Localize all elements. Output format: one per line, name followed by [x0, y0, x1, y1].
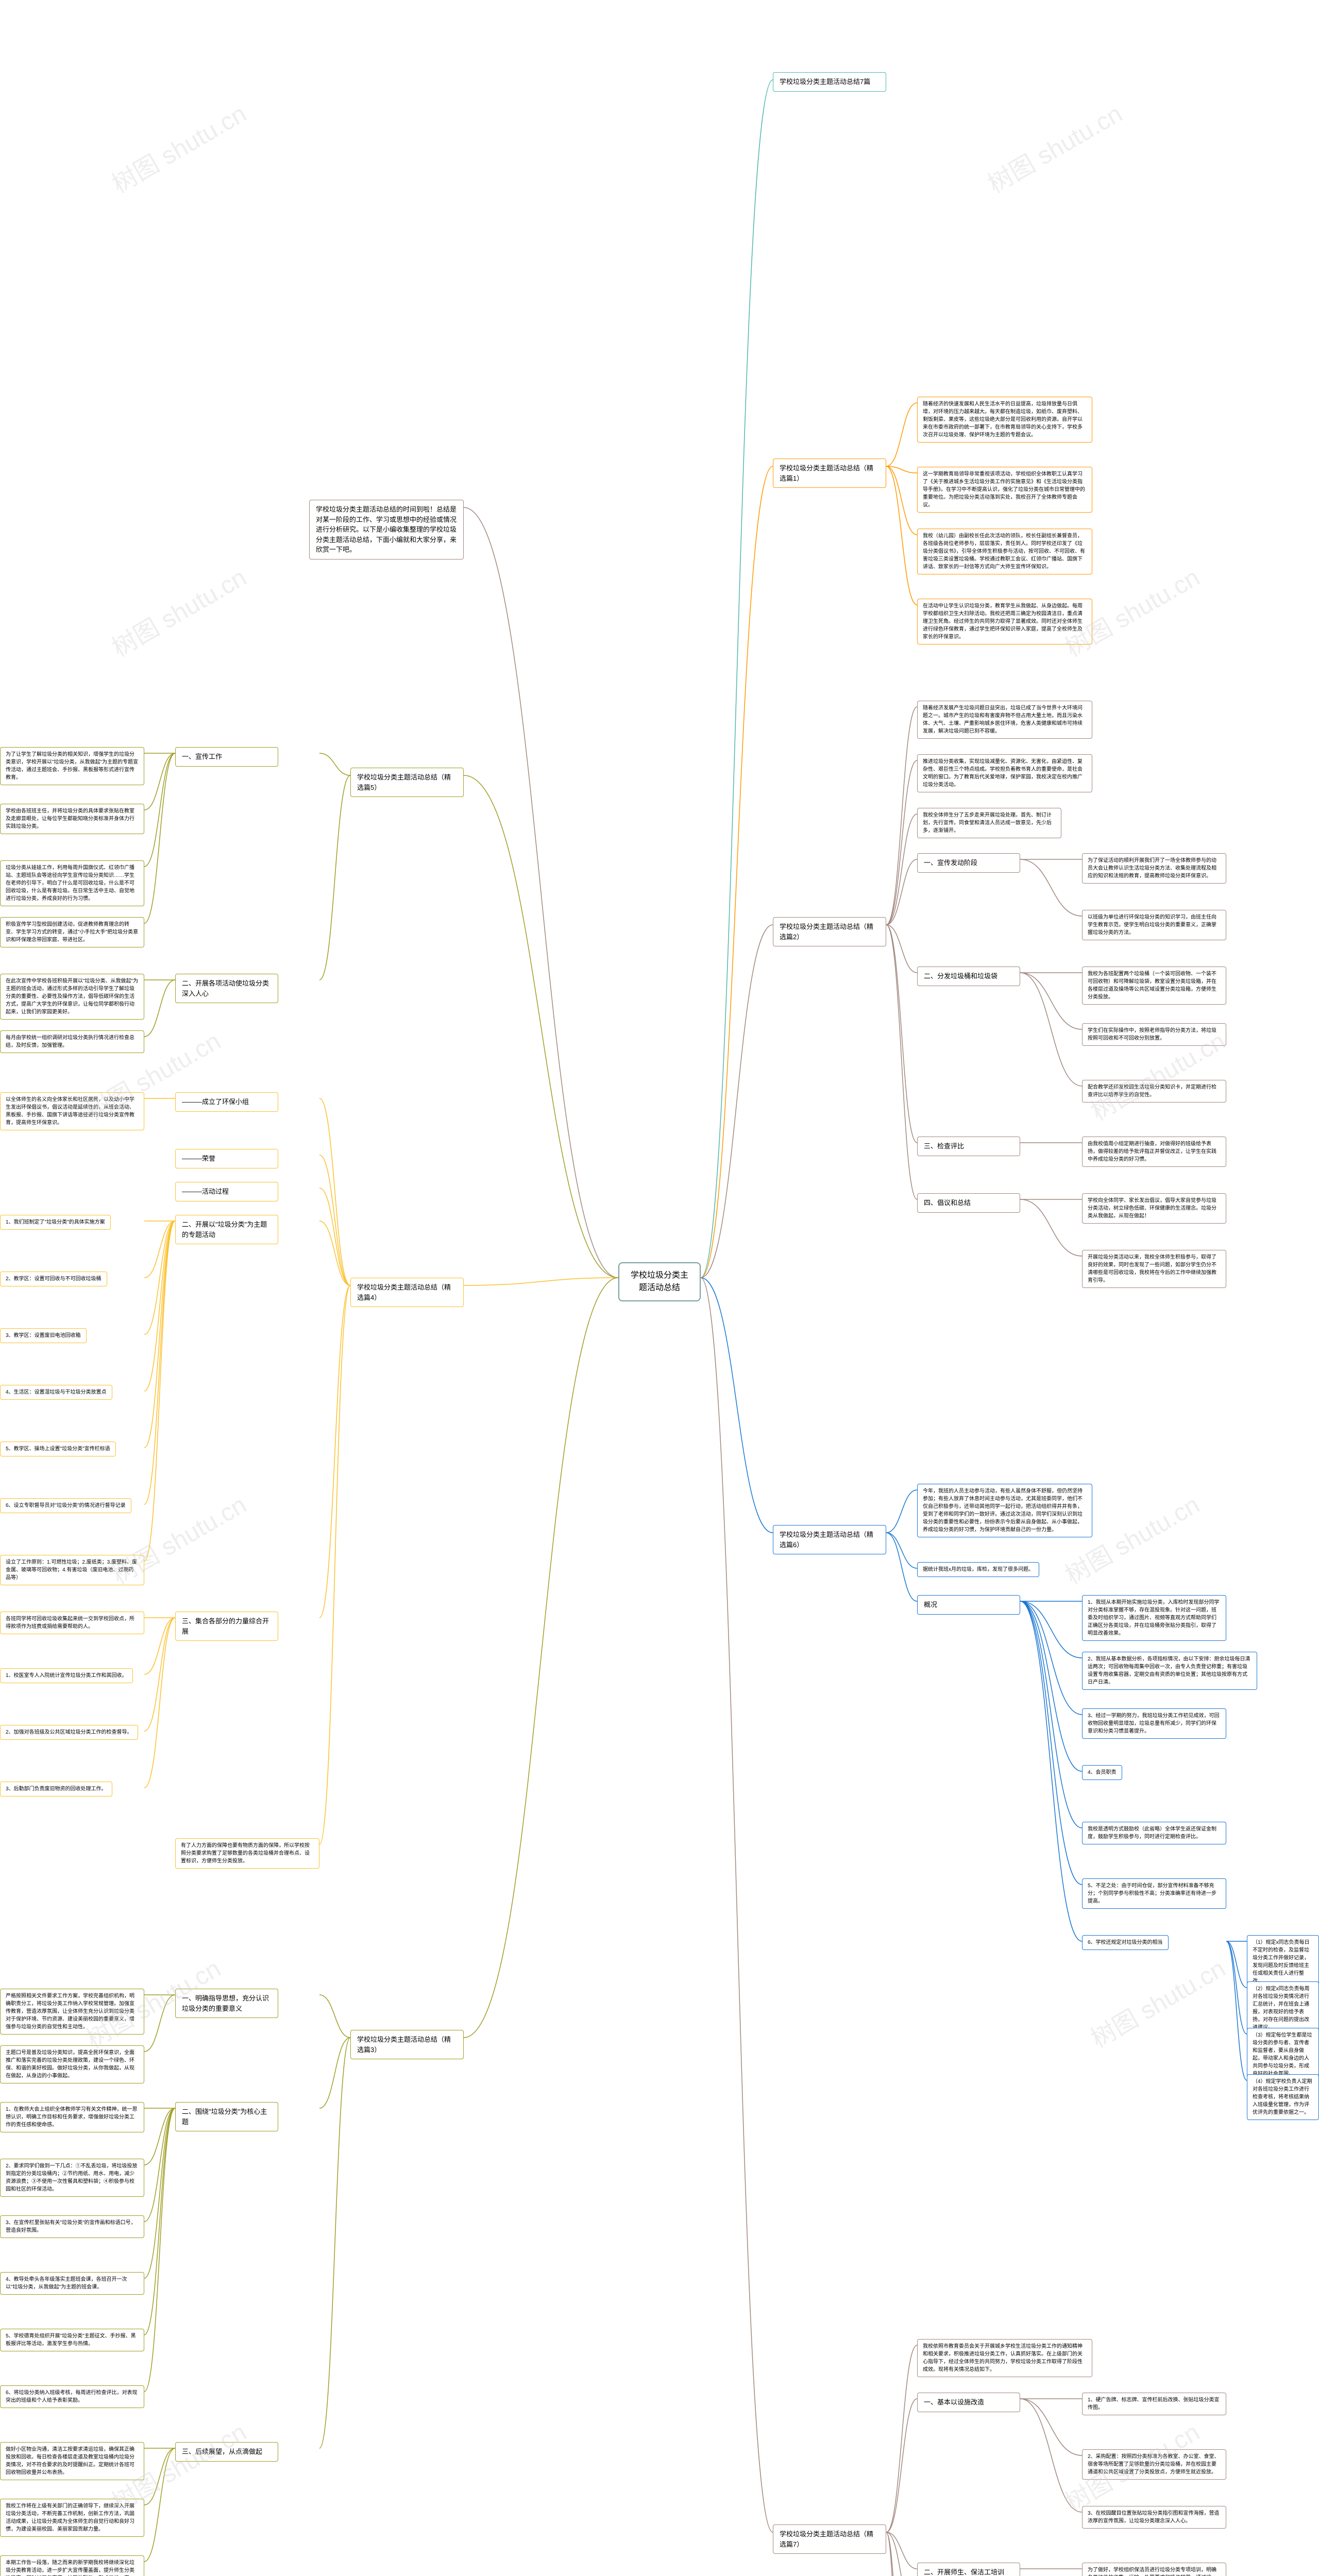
- leaf-node: 1、在教师大会上组织全体教师学习有关文件精神，统一思想认识，明确工作目标和任务要…: [0, 2102, 144, 2132]
- branch-node: 三、后续展望，从点滴做起: [175, 2442, 278, 2462]
- leaf-node: 4、生活区：设置湿垃圾与干垃圾分类放置点: [0, 1385, 112, 1400]
- leaf-node: 我校（幼儿园）由副校长任此次活动的领队，校长任副组长兼督查员，各班级各岗位老师参…: [917, 529, 1092, 574]
- leaf-node: 为了让学生了解垃圾分类的相关知识，增强学生的垃圾分类意识，学校开展以"垃圾分类，…: [0, 747, 144, 785]
- leaf-node: 每月由学校统一组织调研对垃圾分类执行情况进行检查总结，及时反馈，加强管理。: [0, 1030, 144, 1053]
- branch-node: 学校垃圾分类主题活动总结（精选篇6）: [773, 1525, 886, 1554]
- branch-node: 三、检查评比: [917, 1137, 1020, 1156]
- branch-node: 学校垃圾分类主题活动总结（精选篇1）: [773, 459, 886, 488]
- leaf-node: 6、学校还规定对垃圾分类的相当: [1082, 1935, 1169, 1950]
- leaf-node: 积极宣传学习型校园创建活动，促进教师教育理念的转变、学生学习方式的转变，通过"小…: [0, 917, 144, 947]
- leaf-node: 以班级为单位进行环保垃圾分类的知识学习，由班主任向学生教育示范，使学生明白垃圾分…: [1082, 910, 1226, 940]
- leaf-node: 2、加强对各班级及公共区域垃圾分类工作的检查督导。: [0, 1725, 138, 1740]
- branch-node: 二、围绕"垃圾分类"为核心主题: [175, 2102, 278, 2131]
- leaf-node: 1、校医室专人入院统计宣传垃圾分类工作和其回收。: [0, 1668, 133, 1683]
- leaf-node: 2、我班从基本数据分析，各项指标情况，由以下安排：厨余垃圾每日清运两次；可回收物…: [1082, 1652, 1257, 1690]
- leaf-node: 各班同学将可回收垃圾收集起来统一交到学校回收点，所得款项作为班费或捐给需要帮助的…: [0, 1612, 144, 1634]
- branch-node: 二、开展师生、保洁工培训: [917, 2563, 1020, 2576]
- leaf-node: 据统计我班x月的垃圾，库检，发现了很多问题。: [917, 1562, 1039, 1577]
- leaf-node: 以全体师生的名义向全体家长和社区居民，以及幼小中学生发出环保倡议书，倡议活动是延…: [0, 1092, 144, 1130]
- branch-node: ———荣誉: [175, 1149, 278, 1168]
- leaf-node: 开展垃圾分类活动以来，我校全体师生积极参与，取得了良好的效果，同时也发现了一些问…: [1082, 1250, 1226, 1288]
- leaf-node: 1、我班从本期开始实施垃圾分类，入库检时发现部分同学对分类标准掌握不够，存在混投…: [1082, 1595, 1226, 1641]
- branch-node: 四、倡议和总结: [917, 1193, 1020, 1213]
- branch-node: 学校垃圾分类主题活动总结7篇: [773, 72, 886, 92]
- branch-node: 一、基本以设施改造: [917, 2393, 1020, 2412]
- leaf-node: 推进垃圾分类收集，实现垃圾减量化、资源化、无害化，由紧迫性、复杂性、艰巨性三个特…: [917, 754, 1092, 792]
- leaf-node: 随着经济发展产生垃圾问题日益突出，垃圾已成了当今世界十大环境问题之一。城市产生的…: [917, 701, 1092, 739]
- leaf-node: 我校为各班配置两个垃圾桶（一个装可回收物、一个装不可回收物）和可降解垃圾袋，教室…: [1082, 967, 1226, 1005]
- leaf-node: 为了保证活动的顺利开展我们开了一场全体教师参与的动员大会让教师认识生活垃圾分类方…: [1082, 853, 1226, 884]
- leaf-node: 随着经济的快速发展和人民生活水平的日益提高，垃圾排放量与日俱增，对环境的压力越来…: [917, 397, 1092, 443]
- leaf-node: 我校工作将在上级有关部门的正确领导下，继续深入开展垃圾分类活动，不断完善工作机制…: [0, 2499, 144, 2537]
- branch-node: ———成立了环保小组: [175, 1092, 278, 1112]
- leaf-node: 配合教学还印发校园生活垃圾分类知识卡，并定期进行检查评比以培养学生的自觉性。: [1082, 1080, 1226, 1103]
- leaf-node: 4、教导处牵头各年级落实主题班会课，各班召开一次以"垃圾分类，从我做起"为主题的…: [0, 2272, 144, 2295]
- branch-node: 学校垃圾分类主题活动总结（精选篇7）: [773, 2524, 886, 2554]
- leaf-node: 2、采购配置：按照四分类标准为各教室、办公室、食堂、宿舍等场所配置了足够数量的分…: [1082, 2449, 1226, 2480]
- branch-node: 学校垃圾分类主题活动总结（精选篇2）: [773, 917, 886, 946]
- leaf-node: 主题口号是普及垃圾分类知识，提高全民环保意识，全面推广和落实完善的垃圾分类处理政…: [0, 2045, 144, 2083]
- watermark: 树图 shutu.cn: [104, 557, 252, 664]
- leaf-node: 3、经过一学期的努力，我班垃圾分类工作初见成效，可回收物回收量明显增加，垃圾总量…: [1082, 1708, 1226, 1739]
- branch-node: 学校垃圾分类主题活动总结（精选篇5）: [350, 768, 464, 797]
- mindmap-center: 学校垃圾分类主题活动总结: [618, 1262, 701, 1301]
- leaf-node: 在活动中让学生认识垃圾分类，教育学生从我做起、从身边做起。每周学校都组织卫生大扫…: [917, 599, 1092, 645]
- leaf-node: 设立了工作原则：1.可燃性垃圾；2.废纸类；3.废塑料、废金属、玻璃等可回收物；…: [0, 1555, 144, 1585]
- leaf-node: 学校由各班班主任，并将垃圾分类的具体要求张贴在教室及走廊显眼处，让每位学生都能知…: [0, 804, 144, 834]
- leaf-node: 6、设立专职督导员对"垃圾分类"的情况进行督导记录: [0, 1498, 131, 1513]
- leaf-node: 严格按照相关文件要求工作方案，学校完善组织机构，明确职责分工，将垃圾分类工作纳入…: [0, 1989, 144, 2035]
- leaf-node: 1、硬广告牌、标志牌、宣传栏前后改换、张贴垃圾分类宣传图。: [1082, 2393, 1226, 2415]
- branch-node: 一、宣传发动阶段: [917, 853, 1020, 873]
- branch-node: 二、开展以"垃圾分类"为主题的专题活动: [175, 1215, 278, 1244]
- leaf-node: 1、我们班制定了"垃圾分类"的具体实施方案: [0, 1215, 111, 1230]
- leaf-node: （2）规定x同志负责每周对各班垃圾分类情况进行汇总统计，并在班会上通报，对表现好…: [1247, 1981, 1319, 2035]
- leaf-node: 我校是透明方式鼓励校（此省略）全体学生返还保证金制度，鼓励学生积极参与，同时进行…: [1082, 1822, 1226, 1844]
- leaf-node: 2、教学区：设置可回收与不可回收垃圾桶: [0, 1272, 107, 1286]
- leaf-node: 学生们在实际操作中，按照老师指导的分类方法，将垃圾按照可回收和不可回收分别放置。: [1082, 1023, 1226, 1046]
- leaf-node: 有了人力方面的保障也要有物质方面的保障，所以学校按照分类要求购置了足够数量的各类…: [175, 1838, 319, 1869]
- branch-node: 学校垃圾分类主题活动总结的时间到啦！总结是对某一阶段的工作、学习或思想中的经验或…: [309, 500, 464, 560]
- leaf-node: （4）规定学校负责人定期对各班垃圾分类工作进行检查考核，将考核结果纳入班级量化管…: [1247, 2074, 1319, 2120]
- leaf-node: 3、后勤部门负责废旧物资的回收处理工作。: [0, 1782, 112, 1797]
- branch-node: 学校垃圾分类主题活动总结（精选篇4）: [350, 1278, 464, 1307]
- branch-node: 一、明确指导思想，充分认识垃圾分类的重要意义: [175, 1989, 278, 2018]
- leaf-node: 4、会员职责: [1082, 1765, 1122, 1780]
- leaf-node: 今年，我班的人员主动参与活动，有些人虽然身体不舒服，但仍然坚持参加；有些人放弃了…: [917, 1484, 1092, 1537]
- branch-node: 二、开展各项活动使垃圾分类深入人心: [175, 974, 278, 1003]
- leaf-node: 5、不足之处：由于时间仓促，部分宣传材料准备不够充分；个别同学参与积极性不高；分…: [1082, 1878, 1226, 1909]
- leaf-node: 5、教学区、操场上设置"垃圾分类"宣传栏标语: [0, 1442, 116, 1456]
- branch-node: 三、集合各部分的力量综合开展: [175, 1612, 278, 1641]
- branch-node: ———活动过程: [175, 1182, 278, 1201]
- leaf-node: 3、在校园醒目位置张贴垃圾分类指引图和宣传海报，营造浓厚的宣传氛围，让垃圾分类理…: [1082, 2506, 1226, 2529]
- leaf-node: 3、教学区：设置废旧电池回收箱: [0, 1328, 87, 1343]
- branch-node: 概况: [917, 1595, 1020, 1615]
- leaf-node: 这一学期教育局领导非常重视该项活动，学校组织全体教职工认真学习了《关于推进城乡生…: [917, 467, 1092, 513]
- leaf-node: 5、学校德育处组织开展"垃圾分类"主题征文、手抄报、黑板报评比等活动，激发学生参…: [0, 2329, 144, 2351]
- leaf-node: 本期工作告一段落，随之而来的新学期我校将继续深化垃圾分类教育活动，进一步扩大宣传…: [0, 2555, 144, 2576]
- branch-node: 学校垃圾分类主题活动总结（精选篇3）: [350, 2030, 464, 2059]
- leaf-node: 6、将垃圾分类纳入班级考核，每周进行检查评比，对表现突出的班级和个人给予表彰奖励…: [0, 2385, 144, 2408]
- leaf-node: 我校全体师生分了五步走来开展垃圾处理。首先、制订计划，先行宣传。同食堂和清洁人员…: [917, 808, 1061, 838]
- leaf-node: 由我校值周小组定期进行抽查，对做得好的班级给予表扬，做得较差的给予批评指正并督促…: [1082, 1137, 1226, 1167]
- leaf-node: 在此次宣传中学校各班积极开展以"垃圾分类、从我做起"为主题的班会活动，通过形式多…: [0, 974, 144, 1020]
- watermark: 树图 shutu.cn: [104, 94, 252, 200]
- leaf-node: 为了做好，学校组织保洁员进行垃圾分类专项培训，明确各类垃圾的收集、运输、处置要求…: [1082, 2563, 1226, 2576]
- watermark: 树图 shutu.cn: [1083, 1948, 1231, 2055]
- branch-node: 二、分发垃圾桶和垃圾袋: [917, 967, 1020, 986]
- leaf-node: 3、在宣传栏里张贴有关"垃圾分类"的宣传画和标语口号，营造良好氛围。: [0, 2215, 144, 2238]
- branch-node: 一、宣传工作: [175, 747, 278, 767]
- leaf-node: 垃圾分类从娃娃工作，利用每周升国旗仪式、红领巾广播站、主题班队会等途径向学生宣传…: [0, 860, 144, 906]
- leaf-node: 学校向全体同学、家长发出倡议，倡导大家自觉参与垃圾分类活动，树立绿色低碳、环保健…: [1082, 1193, 1226, 1224]
- leaf-node: 做好小区物业沟通，清洁工按要求清运垃圾，确保其正确投放和回收。每日检查各楼层走道…: [0, 2442, 144, 2480]
- leaf-node: （3）规定每位学生都是垃圾分类的参与者、宣传者和监督者，要从自身做起，带动家人和…: [1247, 2028, 1319, 2081]
- watermark: 树图 shutu.cn: [980, 94, 1128, 200]
- leaf-node: （1）规定x同志负责每日不定时的检查，及监督垃圾分类工作并做好记录，发现问题及时…: [1247, 1935, 1319, 1989]
- leaf-node: 我校依照市教育委员会关于开展城乡学校生活垃圾分类工作的通知精神和相关要求，积极推…: [917, 2339, 1092, 2377]
- leaf-node: 2、要求同学们做到一下几点：①不乱丢垃圾，将垃圾投放到指定的分类垃圾桶内；②节约…: [0, 2159, 144, 2197]
